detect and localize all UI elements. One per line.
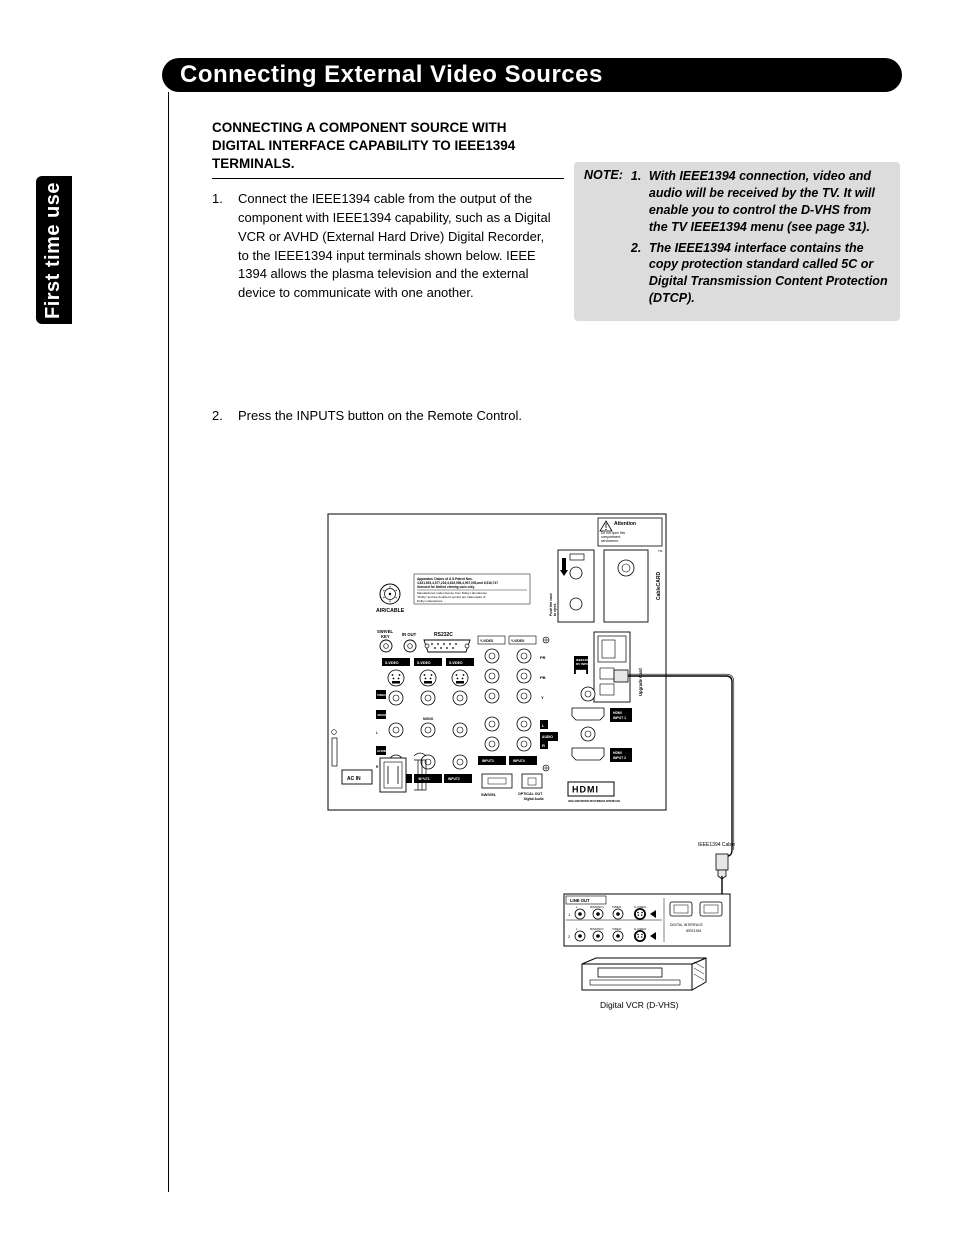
svg-text:Y: Y	[541, 695, 544, 700]
note-list: 1. With IEEE1394 connection, video and a…	[631, 168, 890, 311]
side-tab-label: First time use	[43, 181, 66, 318]
svg-text:DV INPUT: DV INPUT	[576, 662, 590, 666]
connection-diagram: Attention Do not open this compartment. …	[318, 510, 788, 1040]
note-item-2: 2. The IEEE1394 interface contains the c…	[631, 240, 890, 308]
svg-text:INPUT2: INPUT2	[448, 777, 460, 781]
dvhs-caption: Digital VCR (D-VHS)	[600, 1000, 679, 1010]
svg-text:INPUT3: INPUT3	[482, 759, 494, 763]
svg-text:HDMI: HDMI	[572, 785, 599, 795]
svg-text:INPUT 2: INPUT 2	[613, 756, 626, 760]
title-bar: Connecting External Video Sources	[162, 58, 902, 92]
side-tab: First time use	[36, 176, 72, 324]
note-item-1: 1. With IEEE1394 connection, video and a…	[631, 168, 890, 236]
svg-text:Digital Audio: Digital Audio	[524, 797, 544, 801]
step-2-text: Press the INPUTS button on the Remote Co…	[238, 407, 522, 426]
svg-text:Y-VIDEO: Y-VIDEO	[511, 639, 525, 643]
svg-text:Y-VIDEO: Y-VIDEO	[480, 639, 494, 643]
svg-text:PR: PR	[540, 655, 546, 660]
svg-text:HDMI: HDMI	[613, 751, 622, 755]
svg-text:S-VIDEO: S-VIDEO	[385, 661, 399, 665]
svg-text:Dolby Laboratories.: Dolby Laboratories.	[417, 599, 443, 603]
svg-text:IR OUT: IR OUT	[402, 632, 417, 637]
svg-text:LINE OUT: LINE OUT	[570, 898, 590, 903]
svg-text:R(MONO): R(MONO)	[590, 905, 604, 909]
svg-text:AUDIO: AUDIO	[377, 749, 388, 753]
page-root: Connecting External Video Sources First …	[0, 0, 954, 1235]
svg-text:PB: PB	[540, 675, 546, 680]
note-item-1-number: 1.	[631, 168, 649, 236]
svg-text:S-VIDEO: S-VIDEO	[417, 661, 431, 665]
svg-text:INPUT4: INPUT4	[513, 759, 525, 763]
svg-text:AC IN: AC IN	[347, 776, 361, 782]
dvhs-unit-drawing: Digital VCR (D-VHS)	[582, 958, 706, 1010]
svg-text:INPUT 1: INPUT 1	[613, 716, 626, 720]
svg-text:R(MONO): R(MONO)	[590, 927, 604, 931]
svg-text:VIDEO: VIDEO	[612, 927, 622, 931]
svg-text:VIDEO: VIDEO	[612, 905, 622, 909]
note-label: NOTE:	[584, 168, 623, 182]
step-1-number: 1.	[212, 190, 238, 303]
svg-text:licensed for limited viewing u: licensed for limited viewing uses only.	[417, 585, 475, 589]
svg-text:INPUT1: INPUT1	[418, 777, 430, 781]
section-heading-line3: TERMINALS.	[212, 155, 562, 173]
right-coax-block	[604, 550, 648, 622]
upgrade-card-label: Upgrade Card	[638, 668, 643, 696]
svg-text:HIGH-DEFINITION MULTIMEDIA INT: HIGH-DEFINITION MULTIMEDIA INTERFACE	[568, 800, 621, 803]
svg-text:VIDEO: VIDEO	[377, 693, 387, 697]
content-left-rule	[168, 92, 169, 1192]
cablecard-label: CableCARD	[656, 572, 662, 600]
svg-text:S-VIDEO: S-VIDEO	[449, 661, 463, 665]
attention-body-3: servicemen.	[601, 539, 619, 543]
patent-text: Apparatus Claims of U.S.Patent Nos. 4,63…	[414, 574, 530, 604]
svg-text:MONO: MONO	[378, 713, 388, 717]
svg-text:KEY: KEY	[381, 634, 390, 639]
svg-text:HDMI: HDMI	[613, 711, 622, 715]
attention-title: Attention	[614, 521, 636, 527]
section-heading-line2: DIGITAL INTERFACE CAPABILITY TO IEEE1394	[212, 137, 562, 155]
page-title: Connecting External Video Sources	[180, 61, 603, 89]
svg-text:R: R	[542, 743, 545, 748]
note-item-1-text: With IEEE1394 connection, video and audi…	[649, 168, 890, 236]
note-box: NOTE: 1. With IEEE1394 connection, video…	[574, 162, 900, 321]
device-digital-interface-label: DIGITAL INTERFACE	[670, 923, 704, 927]
step-1-text: Connect the IEEE1394 cable from the outp…	[238, 190, 558, 303]
cable-label: IEEE1394 Cable	[698, 842, 735, 848]
step-2-number: 2.	[212, 407, 238, 426]
step-1: 1. Connect the IEEE1394 cable from the o…	[212, 190, 558, 303]
tv-rear-panel: Attention Do not open this compartment. …	[328, 514, 666, 810]
svg-text:OPTICAL OUT: OPTICAL OUT	[518, 792, 543, 796]
svg-text:RS232C: RS232C	[434, 632, 453, 638]
section-heading-underline	[212, 178, 564, 179]
attention-box: Attention Do not open this compartment. …	[598, 518, 662, 546]
section-heading-line1: CONNECTING A COMPONENT SOURCE WITH	[212, 119, 562, 137]
air-cable-label: AIR/CABLE	[376, 608, 405, 614]
note-item-2-text: The IEEE1394 interface contains the copy…	[649, 240, 890, 308]
svg-text:SWIVEL: SWIVEL	[481, 792, 497, 797]
svg-text:AUDIO: AUDIO	[542, 735, 553, 739]
note-item-2-number: 2.	[631, 240, 649, 308]
ieee1394-dv-input: IEEE1394 DV INPUT	[574, 656, 590, 676]
device-digital-interface-sub: IEEE1394	[686, 929, 701, 933]
svg-text:MONO: MONO	[423, 717, 434, 721]
dvhs-rear-panel: LINE OUT 1 L R(MONO) VIDEO S-VIDEO	[564, 894, 730, 946]
svg-text:to eject.: to eject.	[553, 603, 557, 616]
step-2: 2. Press the INPUTS button on the Remote…	[212, 407, 712, 426]
section-heading: CONNECTING A COMPONENT SOURCE WITH DIGIT…	[212, 119, 562, 179]
svg-text:L: L	[376, 731, 378, 735]
svg-text:TM: TM	[658, 549, 663, 553]
